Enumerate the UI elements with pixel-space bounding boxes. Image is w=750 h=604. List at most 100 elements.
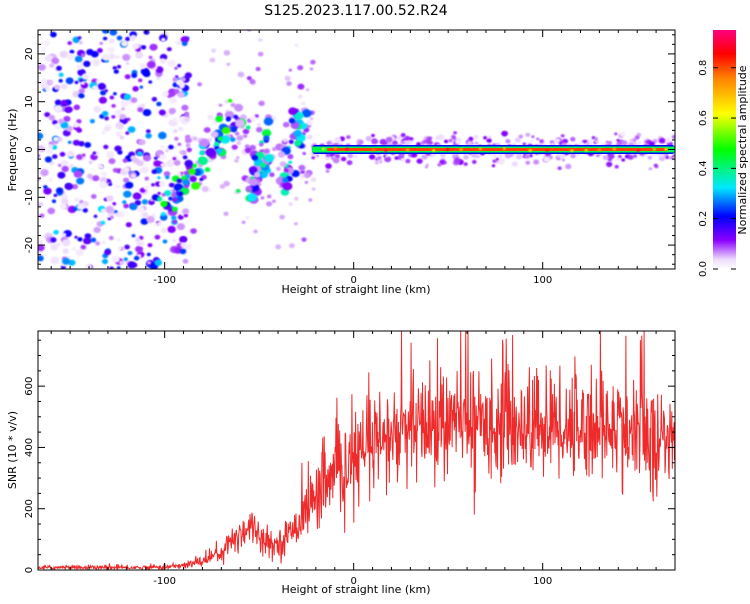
streak-blob [221, 127, 231, 135]
noise-blob [54, 84, 61, 91]
noise-blob [116, 238, 121, 242]
noise-blob [56, 242, 61, 247]
noise-blob [146, 215, 155, 224]
noise-blob [83, 60, 91, 67]
carrier-halo-blob [514, 137, 521, 143]
noise-blob [244, 147, 252, 154]
colorbar-tick-label: 0.4 [698, 160, 709, 176]
noise-blob [177, 172, 182, 176]
streak-blob [288, 160, 293, 164]
streak-blob [156, 196, 163, 202]
carrier-halo-blob [466, 140, 472, 146]
carrier-halo-blob [374, 161, 379, 165]
noise-blob [67, 205, 77, 214]
noise-blob [115, 132, 121, 137]
noise-blob [306, 134, 313, 140]
streak-blob [215, 115, 224, 123]
carrier-line-blob [664, 147, 668, 151]
noise-blob [115, 184, 121, 189]
noise-blob [302, 152, 307, 155]
noise-blob [132, 86, 139, 92]
noise-blob [297, 65, 304, 71]
noise-blob [288, 68, 293, 72]
noise-blob [173, 129, 178, 134]
streak-blob [185, 174, 191, 179]
noise-blob [241, 220, 246, 224]
noise-blob [297, 83, 305, 90]
noise-blob [69, 49, 75, 54]
noise-blob [116, 266, 121, 269]
noise-blob [176, 40, 182, 45]
noise-blob [300, 170, 305, 174]
noise-blob [112, 168, 119, 173]
carrier-halo-blob [384, 156, 392, 163]
noise-blob [42, 78, 47, 82]
carrier-halo-blob [556, 154, 560, 158]
spectrogram-x-axis-label: Height of straight line (km) [281, 283, 430, 296]
colorbar-label: Normalized spectral amplitude [736, 65, 749, 234]
noise-blob [173, 89, 180, 94]
noise-blob [208, 188, 212, 192]
noise-blob [62, 258, 71, 265]
noise-blob [58, 72, 64, 77]
carrier-halo-blob [325, 163, 332, 169]
carrier-halo-blob [665, 155, 669, 159]
noise-blob [60, 99, 69, 107]
noise-blob [38, 239, 44, 244]
noise-blob [125, 131, 130, 135]
streak-blob [234, 131, 240, 136]
noise-blob [230, 102, 236, 108]
carrier-line-blob [334, 146, 338, 150]
streak-blob [227, 98, 233, 103]
noise-blob [129, 203, 138, 211]
carrier-halo-blob [326, 140, 332, 146]
colorbar-gradient [713, 30, 736, 269]
carrier-halo-blob [594, 137, 598, 141]
noise-blob [102, 36, 108, 41]
carrier-halo-blob [561, 158, 565, 162]
carrier-halo-blob [619, 131, 626, 137]
noise-blob [101, 240, 106, 245]
noise-blob [64, 182, 74, 191]
noise-blob [309, 67, 314, 71]
noise-blob [165, 159, 175, 168]
noise-blob [127, 251, 133, 256]
carrier-line-blob [384, 149, 388, 152]
noise-blob [44, 156, 53, 163]
streak-blob [189, 175, 197, 183]
noise-blob [182, 208, 190, 215]
streak-blob [279, 161, 287, 168]
noise-blob [130, 37, 135, 42]
noise-blob [143, 30, 150, 35]
noise-blob [61, 233, 67, 237]
noise-blob [246, 76, 252, 81]
noise-blob [131, 234, 136, 238]
noise-blob [173, 117, 178, 122]
noise-blob [172, 219, 178, 224]
carrier-halo-blob [632, 154, 638, 158]
noise-blob [165, 149, 169, 153]
carrier-halo-blob [371, 133, 375, 138]
carrier-halo-blob [385, 136, 393, 143]
snr-x-axis-label: Height of straight line (km) [281, 583, 430, 596]
noise-blob [236, 156, 240, 160]
noise-blob [180, 36, 189, 44]
noise-blob [306, 119, 314, 126]
noise-blob [260, 196, 265, 200]
noise-blob [137, 206, 145, 213]
carrier-halo-blob [497, 153, 504, 159]
streak-blob [160, 200, 168, 208]
noise-blob [88, 160, 93, 164]
carrier-halo-blob [614, 132, 618, 136]
carrier-halo-blob [522, 142, 526, 146]
noise-blob [40, 169, 49, 177]
carrier-halo-blob [331, 156, 335, 160]
carrier-halo-blob [346, 135, 351, 140]
streak-blob [230, 137, 236, 143]
noise-blob [97, 48, 103, 53]
noise-blob [100, 171, 108, 177]
streak-blob [215, 148, 223, 154]
noise-blob [48, 178, 53, 182]
noise-blob [89, 119, 95, 124]
